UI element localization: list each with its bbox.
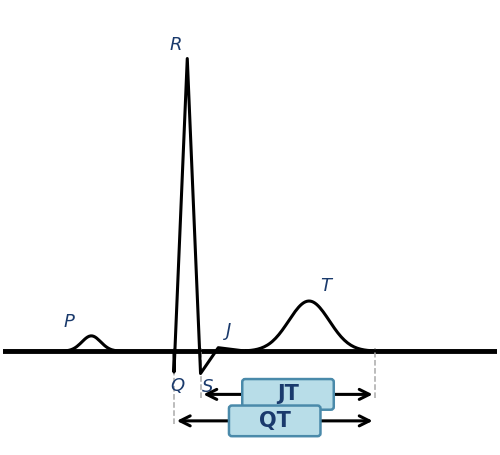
Text: JT: JT bbox=[277, 384, 299, 404]
Text: QT: QT bbox=[259, 411, 290, 431]
Text: S: S bbox=[202, 378, 213, 396]
FancyBboxPatch shape bbox=[242, 379, 334, 410]
Text: P: P bbox=[64, 313, 74, 331]
Text: T: T bbox=[320, 277, 331, 295]
FancyBboxPatch shape bbox=[229, 405, 320, 436]
Text: Q: Q bbox=[170, 377, 184, 395]
Text: J: J bbox=[226, 322, 231, 340]
Text: R: R bbox=[170, 35, 182, 54]
